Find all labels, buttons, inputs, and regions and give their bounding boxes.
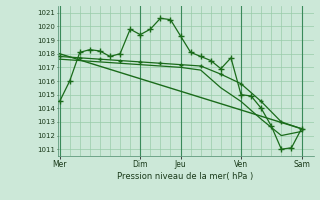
X-axis label: Pression niveau de la mer( hPa ): Pression niveau de la mer( hPa ) [117, 172, 254, 181]
